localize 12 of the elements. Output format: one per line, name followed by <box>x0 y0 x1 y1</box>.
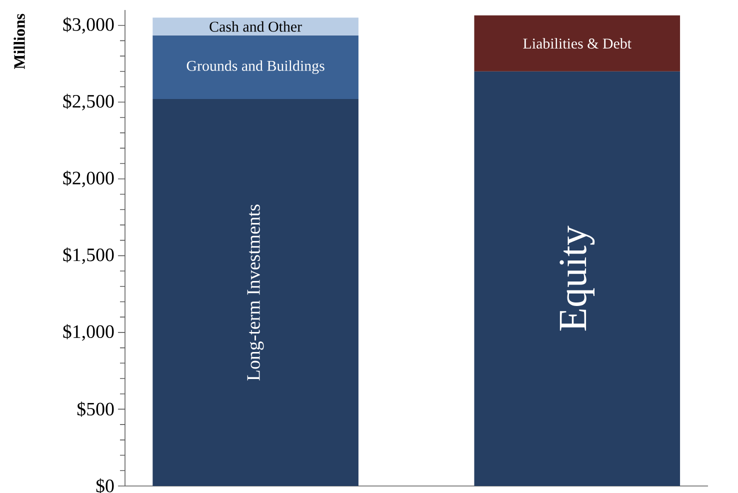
y-tick-label: $2,500 <box>63 94 114 110</box>
y-axis-title: Millions <box>14 14 25 70</box>
y-tick-label: $2,000 <box>63 170 114 188</box>
y-tick-label: $3,000 <box>63 17 114 34</box>
series-label: Liabilities & Debt <box>523 38 632 49</box>
y-tick-label: $500 <box>77 402 114 417</box>
y-tick-label: $1,500 <box>63 247 114 264</box>
series-label: Long-term Investments <box>247 204 264 381</box>
series-label: Equity <box>560 226 595 331</box>
series-label: Grounds and Buildings <box>186 60 324 74</box>
y-tick-label: $1,000 <box>63 324 114 341</box>
series-label: Cash and Other <box>210 21 302 32</box>
